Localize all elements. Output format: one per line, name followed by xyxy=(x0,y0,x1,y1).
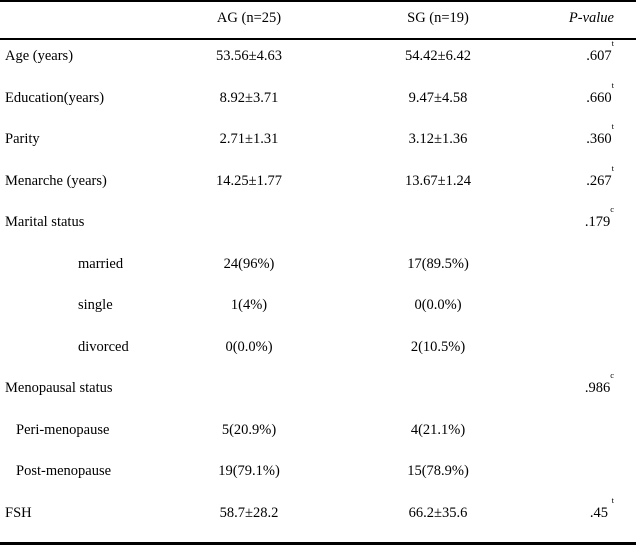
row-sg-value: 17(89.5%) xyxy=(407,256,469,272)
row-sg-value: 54.42±6.42 xyxy=(405,48,471,64)
row-ag-value: 5(20.9%) xyxy=(221,422,277,438)
row-ag-value: 2.71±1.31 xyxy=(219,131,279,147)
p-test-marker: t xyxy=(611,163,614,173)
table-header-row: AG (n=25) SG (n=19) P-value xyxy=(0,8,636,28)
row-sg-value: 9.47±4.58 xyxy=(408,90,468,106)
row-p-value: .607t xyxy=(586,38,614,64)
row-p-value: .267t xyxy=(586,163,614,189)
table-top-rule xyxy=(0,0,636,2)
row-p-value: .179c xyxy=(584,204,614,230)
row-p-value: .986c xyxy=(584,370,614,396)
row-ag-value: 58.7±28.2 xyxy=(219,505,279,521)
p-test-marker: c xyxy=(610,204,614,214)
table-row: Parity 2.71±1.31 3.12±1.36 .360t xyxy=(0,121,636,149)
header-p-value: P-value xyxy=(568,10,614,26)
table-header-rule xyxy=(0,38,636,40)
p-test-marker: t xyxy=(611,38,614,48)
table-row: Menopausal status .986c xyxy=(0,370,636,398)
row-ag-value: 14.25±1.77 xyxy=(216,173,282,189)
table-row: Marital status .179c xyxy=(0,204,636,232)
table-bottom-rule xyxy=(0,542,636,545)
table-row: divorced 0(0.0%) 2(10.5%) xyxy=(0,337,636,357)
row-ag-value: 53.56±4.63 xyxy=(216,48,282,64)
row-label: FSH xyxy=(5,505,32,521)
table-row: Education(years) 8.92±3.71 9.47±4.58 .66… xyxy=(0,80,636,108)
p-test-marker: t xyxy=(611,80,614,90)
row-sg-value: 2(10.5%) xyxy=(410,339,466,355)
table-row: single 1(4%) 0(0.0%) xyxy=(0,295,636,315)
row-label: single xyxy=(78,297,113,313)
row-p-value: .660t xyxy=(586,80,614,106)
row-sg-value: 13.67±1.24 xyxy=(405,173,471,189)
row-sg-value: 66.2±35.6 xyxy=(408,505,468,521)
table-row: Post-menopause 19(79.1%) 15(78.9%) xyxy=(0,461,636,481)
table-row: FSH 58.7±28.2 66.2±35.6 .45 t xyxy=(0,495,636,523)
header-sg: SG (n=19) xyxy=(407,10,469,26)
row-label: Menopausal status xyxy=(5,380,113,396)
table-row: Age (years) 53.56±4.63 54.42±6.42 .607t xyxy=(0,38,636,66)
row-label: Education(years) xyxy=(5,90,105,106)
row-label: Marital status xyxy=(5,214,85,230)
row-label: Menarche (years) xyxy=(5,173,107,189)
row-label: divorced xyxy=(78,339,129,355)
row-label: Parity xyxy=(5,131,40,147)
row-label: Age (years) xyxy=(5,48,74,64)
row-ag-value: 24(96%) xyxy=(223,256,275,272)
row-p-value: .45 t xyxy=(589,495,614,521)
row-label: married xyxy=(78,256,124,272)
header-ag: AG (n=25) xyxy=(216,10,282,26)
p-test-marker: t xyxy=(611,121,614,131)
row-sg-value: 4(21.1%) xyxy=(410,422,466,438)
row-label: Peri-menopause xyxy=(16,422,110,438)
p-test-marker: c xyxy=(610,370,614,380)
row-sg-value: 0(0.0%) xyxy=(414,297,462,313)
row-ag-value: 19(79.1%) xyxy=(218,463,280,479)
row-ag-value: 0(0.0%) xyxy=(225,339,273,355)
row-p-value: .360t xyxy=(586,121,614,147)
row-ag-value: 1(4%) xyxy=(230,297,268,313)
row-ag-value: 8.92±3.71 xyxy=(219,90,279,106)
row-label: Post-menopause xyxy=(16,463,112,479)
row-sg-value: 3.12±1.36 xyxy=(408,131,468,147)
table-row: Peri-menopause 5(20.9%) 4(21.1%) xyxy=(0,420,636,440)
table-row: Menarche (years) 14.25±1.77 13.67±1.24 .… xyxy=(0,163,636,191)
table-row: married 24(96%) 17(89.5%) xyxy=(0,254,636,274)
p-test-marker: t xyxy=(611,495,614,505)
row-sg-value: 15(78.9%) xyxy=(407,463,469,479)
